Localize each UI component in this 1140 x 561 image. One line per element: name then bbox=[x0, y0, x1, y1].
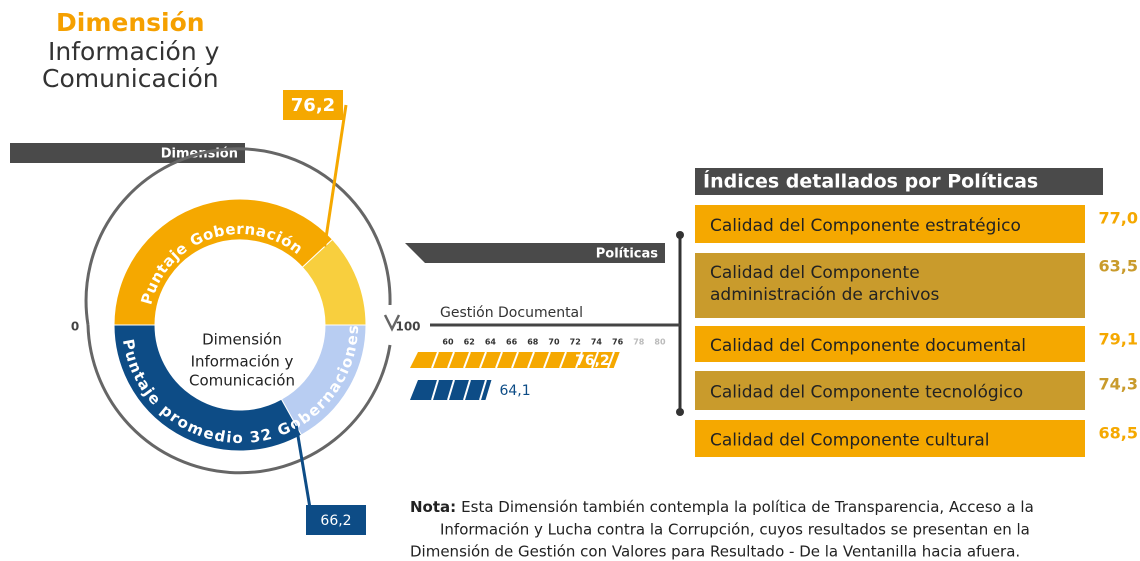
index-value: 77,0 bbox=[1099, 209, 1138, 228]
note-label: Nota: bbox=[410, 498, 456, 516]
index-row bbox=[695, 420, 1085, 457]
index-value: 79,1 bbox=[1099, 330, 1138, 349]
value-box bbox=[283, 90, 343, 120]
index-label: Calidad del Componente bbox=[710, 263, 920, 283]
leader bbox=[294, 425, 314, 521]
index-label: Calidad del Componente cultural bbox=[710, 431, 990, 451]
axis-label: 100 bbox=[395, 320, 420, 334]
bar-stripe bbox=[463, 379, 471, 401]
note: Nota: Esta Dimensión también contempla la… bbox=[410, 498, 1034, 516]
bar-stripe bbox=[511, 351, 519, 369]
center-label: Información y bbox=[191, 353, 294, 371]
gauge-rest bbox=[280, 324, 367, 436]
x-tick-label: 60 bbox=[442, 338, 454, 347]
outer-ring bbox=[86, 324, 392, 475]
bar-stripe bbox=[543, 351, 551, 369]
value-label: 76,2 bbox=[291, 95, 335, 116]
connector-dot bbox=[676, 231, 684, 239]
index-label: Calidad del Componente documental bbox=[710, 336, 1026, 356]
value-box bbox=[306, 505, 366, 535]
index-label: Calidad del Componente tecnológico bbox=[710, 383, 1023, 403]
bar-stripe bbox=[431, 379, 439, 401]
ring-arrow bbox=[383, 314, 401, 332]
section-bar bbox=[405, 243, 665, 263]
center-label: Dimensión bbox=[202, 331, 282, 349]
x-tick-label: 74 bbox=[591, 338, 603, 347]
bar-stripe bbox=[591, 351, 599, 369]
leader bbox=[323, 104, 348, 247]
index-label: Calidad del Componente estratégico bbox=[710, 216, 1021, 236]
bar-stripe bbox=[463, 351, 471, 369]
bar-stripe bbox=[479, 351, 487, 369]
center-label: Comunicación bbox=[189, 372, 295, 390]
section-label: Políticas bbox=[596, 247, 659, 262]
x-tick-label: 64 bbox=[485, 338, 497, 347]
category-label: Gestión Documental bbox=[440, 305, 583, 321]
x-tick-label: 76 bbox=[612, 338, 624, 347]
index-row bbox=[695, 326, 1085, 362]
bar-stripe bbox=[527, 351, 535, 369]
bar-stripe bbox=[447, 351, 455, 369]
center bbox=[156, 241, 324, 409]
x-tick-label: 78 bbox=[633, 338, 645, 347]
x-tick-label: 62 bbox=[464, 338, 475, 347]
index-value: 74,3 bbox=[1099, 375, 1138, 394]
title: Dimensión bbox=[56, 8, 205, 37]
index-value: 63,5 bbox=[1099, 257, 1138, 276]
value-label: 76,2 bbox=[575, 353, 610, 369]
value-label: 64,1 bbox=[499, 383, 530, 399]
index-row bbox=[695, 371, 1085, 410]
index-row bbox=[695, 205, 1085, 243]
x-tick-label: 72 bbox=[570, 338, 581, 347]
x-tick-label: 80 bbox=[654, 338, 666, 347]
bar-stripe bbox=[559, 351, 567, 369]
note-text: Información y Lucha contra la Corrupción… bbox=[440, 521, 1030, 539]
connector-dot bbox=[676, 408, 684, 416]
bar-stripe bbox=[495, 351, 503, 369]
bar-stripe bbox=[575, 351, 583, 369]
outer-ring bbox=[84, 147, 392, 326]
index-row bbox=[695, 253, 1085, 318]
bar-stripe bbox=[479, 379, 487, 401]
table-header bbox=[695, 168, 1103, 195]
note-text: Esta Dimensión también contempla la polí… bbox=[461, 498, 1034, 516]
bar-stripe bbox=[447, 379, 455, 401]
subtitle: Comunicación bbox=[42, 64, 219, 93]
axis-label: 0 bbox=[71, 320, 79, 334]
x-tick-label: 66 bbox=[506, 338, 518, 347]
bar-stripe bbox=[607, 351, 615, 369]
index-label: administración de archivos bbox=[710, 285, 940, 305]
x-tick-label: 70 bbox=[548, 338, 560, 347]
bar-stripe bbox=[431, 351, 439, 369]
value-label: 66,2 bbox=[320, 513, 351, 529]
note-text: Dimensión de Gestión con Valores para Re… bbox=[410, 543, 1020, 561]
table-title: Índices detallados por Políticas bbox=[703, 170, 1038, 193]
index-value: 68,5 bbox=[1099, 424, 1138, 443]
x-tick-label: 68 bbox=[527, 338, 539, 347]
subtitle: Información y bbox=[48, 37, 220, 66]
